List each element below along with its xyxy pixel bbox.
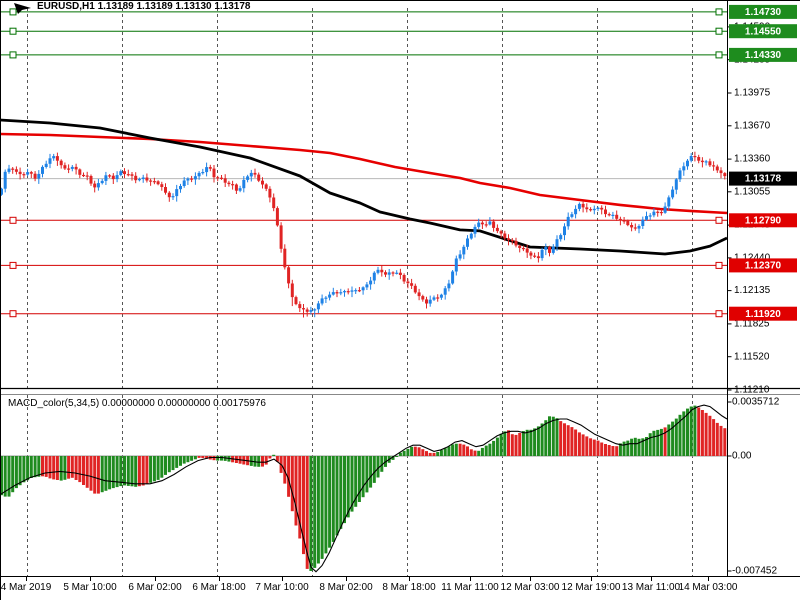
svg-text:8 Mar 02:00: 8 Mar 02:00 [319, 582, 373, 593]
svg-text:5 Mar 10:00: 5 Mar 10:00 [63, 582, 117, 593]
svg-text:12 Mar 03:00: 12 Mar 03:00 [501, 582, 560, 593]
time-axis[interactable]: 4 Mar 2019 5 Mar 10:00 6 Mar 02:00 6 Mar 18… [1, 577, 738, 593]
svg-text:1.11520: 1.11520 [734, 351, 770, 362]
svg-text:1.13178: 1.13178 [745, 174, 782, 185]
candlesticks [0, 151, 727, 318]
macd-axis[interactable]: 0.0035712 0.00 -0.007452 [727, 397, 780, 577]
macd-signal-line [0, 404, 728, 573]
macd-indicator-label: MACD_color(5,34,5) 0.00000000 0.00000000… [8, 398, 266, 409]
svg-text:1.12135: 1.12135 [734, 285, 771, 296]
svg-text:6 Mar 18:00: 6 Mar 18:00 [192, 582, 246, 593]
svg-text:-0.007452: -0.007452 [732, 566, 777, 577]
svg-text:0.00: 0.00 [732, 451, 752, 462]
svg-text:0.0035712: 0.0035712 [732, 397, 780, 408]
svg-text:1.11210: 1.11210 [734, 385, 770, 396]
svg-text:1.13670: 1.13670 [734, 120, 771, 131]
resistance-level-lines[interactable] [0, 8, 728, 59]
symbol-marker-icon [14, 3, 31, 14]
svg-text:14 Mar 03:00: 14 Mar 03:00 [679, 582, 738, 593]
svg-text:1.11920: 1.11920 [745, 309, 781, 320]
ma-black-line [0, 118, 728, 256]
svg-text:1.12790: 1.12790 [745, 215, 782, 226]
svg-text:6 Mar 02:00: 6 Mar 02:00 [128, 582, 182, 593]
svg-text:1.13360: 1.13360 [734, 154, 771, 165]
chart-title: EURUSD,H1 1.13189 1.13189 1.13130 1.1317… [37, 1, 251, 12]
svg-text:1.14550: 1.14550 [745, 26, 782, 37]
svg-text:1.14730: 1.14730 [745, 7, 782, 18]
time-gridlines [27, 8, 693, 576]
svg-text:7 Mar 10:00: 7 Mar 10:00 [255, 582, 309, 593]
svg-text:1.12370: 1.12370 [745, 261, 782, 272]
macd-histogram [0, 405, 727, 571]
svg-text:1.13055: 1.13055 [734, 186, 771, 197]
level-price-boxes: 1.14730 1.14550 1.14330 1.12790 1.12370 1.119… [729, 4, 797, 321]
svg-text:11 Mar 11:00: 11 Mar 11:00 [441, 582, 499, 593]
current-price-box: 1.13178 [729, 171, 797, 186]
svg-text:8 Mar 18:00: 8 Mar 18:00 [382, 582, 436, 593]
support-level-lines[interactable] [0, 216, 728, 318]
svg-text:1.11825: 1.11825 [734, 319, 770, 330]
svg-text:1.12440: 1.12440 [734, 253, 771, 264]
svg-text:12 Mar 19:00: 12 Mar 19:00 [562, 582, 621, 593]
svg-text:1.13975: 1.13975 [734, 88, 771, 99]
svg-text:1.14330: 1.14330 [745, 50, 782, 61]
svg-text:13 Mar 11:00: 13 Mar 11:00 [622, 582, 681, 593]
svg-text:4 Mar 2019: 4 Mar 2019 [1, 582, 52, 593]
